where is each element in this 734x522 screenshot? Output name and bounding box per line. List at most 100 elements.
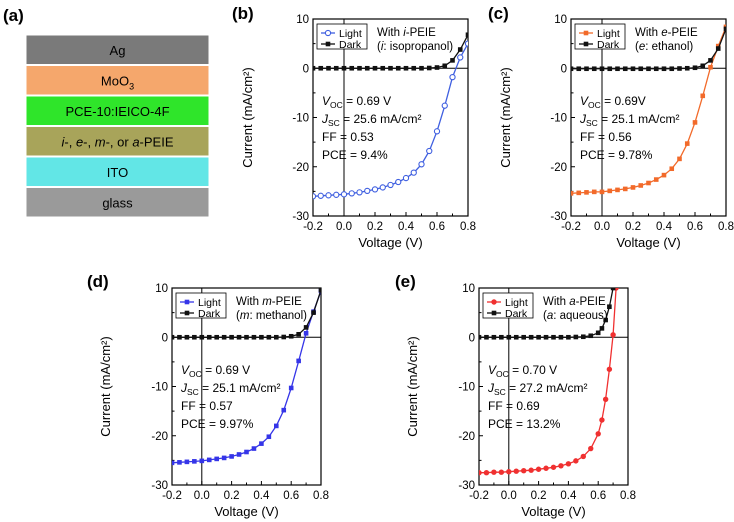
point-c-dark-13 bbox=[669, 66, 675, 72]
point-b-dark-3 bbox=[333, 65, 339, 71]
x-tick-label-e-1: 0.0 bbox=[501, 490, 517, 502]
x-tick-label-b-5: 0.8 bbox=[460, 221, 476, 233]
x-tick-label-d-3: 0.4 bbox=[253, 490, 270, 502]
point-b-dark-7 bbox=[364, 65, 370, 71]
metric-pce-d: PCE = 9.97% bbox=[181, 417, 254, 431]
point-c-dark-17 bbox=[700, 63, 706, 69]
point-c-light-17 bbox=[700, 93, 706, 99]
x-tick-label-b-0: -0.2 bbox=[303, 221, 323, 233]
x-tick-label-b-2: 0.2 bbox=[367, 221, 383, 233]
point-c-dark-1 bbox=[576, 66, 582, 72]
y-tick-label-e-3: 0 bbox=[469, 332, 475, 344]
point-e-dark-16 bbox=[595, 330, 601, 336]
point-e-light-4 bbox=[506, 469, 512, 475]
legend-marker-d-0 bbox=[184, 299, 190, 305]
point-b-light-14 bbox=[418, 161, 425, 168]
point-c-dark-3 bbox=[591, 66, 597, 72]
point-e-light-8 bbox=[535, 466, 542, 472]
x-tick-label-b-1: 0.0 bbox=[336, 221, 352, 233]
point-c-light-1 bbox=[576, 190, 582, 196]
panel-label-a: (a) bbox=[3, 6, 24, 25]
legend-marker-e-0 bbox=[491, 299, 497, 305]
y-tick-label-d-1: -20 bbox=[151, 431, 168, 443]
metric-ff-d: FF = 0.57 bbox=[181, 399, 233, 413]
stack-layer-5 bbox=[25, 187, 210, 218]
point-d-light-15 bbox=[281, 407, 287, 413]
point-e-light-1 bbox=[483, 469, 490, 476]
y-tick-label-e-0: -30 bbox=[458, 480, 475, 492]
point-c-dark-19 bbox=[715, 46, 721, 51]
stack-layer-label-4: ITO bbox=[107, 165, 128, 180]
point-e-dark-7 bbox=[528, 334, 534, 340]
x-tick-label-d-0: -0.2 bbox=[162, 490, 182, 502]
series-line-e-light bbox=[479, 288, 617, 474]
metric-jsc-c: JSC = 25.1 mA/cm² bbox=[579, 112, 680, 128]
point-c-dark-5 bbox=[607, 66, 613, 72]
legend-marker-e-1 bbox=[491, 310, 497, 316]
point-d-light-18 bbox=[303, 331, 309, 336]
stack-layer-4 bbox=[25, 156, 210, 187]
point-b-dark-0 bbox=[313, 65, 316, 71]
point-d-light-2 bbox=[184, 459, 190, 465]
x-axis-label-d: Voltage (V) bbox=[214, 504, 278, 519]
point-b-dark-2 bbox=[326, 65, 331, 71]
x-tick-label-e-3: 0.4 bbox=[560, 490, 577, 502]
point-c-light-19 bbox=[715, 43, 721, 49]
x-tick-label-d-4: 0.6 bbox=[283, 490, 299, 502]
point-b-light-6 bbox=[356, 189, 363, 196]
point-b-dark-19 bbox=[457, 47, 463, 52]
x-tick-label-b-3: 0.4 bbox=[398, 221, 415, 233]
point-c-light-15 bbox=[684, 141, 690, 146]
stack-layer-label-5: glass bbox=[102, 195, 133, 210]
legend-marker-c-0 bbox=[583, 30, 589, 36]
point-d-dark-3 bbox=[192, 334, 197, 340]
point-c-light-18 bbox=[708, 64, 713, 70]
point-d-dark-10 bbox=[244, 334, 249, 340]
point-e-dark-2 bbox=[491, 334, 497, 340]
point-c-light-12 bbox=[661, 172, 667, 178]
point-d-light-10 bbox=[244, 449, 249, 455]
point-d-light-7 bbox=[221, 455, 227, 461]
x-axis-label-e: Voltage (V) bbox=[521, 504, 585, 519]
point-d-light-4 bbox=[199, 458, 205, 464]
y-tick-label-b-1: -20 bbox=[292, 162, 309, 174]
point-d-dark-6 bbox=[214, 334, 219, 340]
point-e-light-5 bbox=[513, 468, 519, 474]
point-b-dark-20 bbox=[465, 32, 468, 38]
point-d-dark-2 bbox=[184, 334, 190, 340]
point-d-light-6 bbox=[214, 456, 219, 462]
point-e-light-10 bbox=[550, 464, 557, 470]
x-tick-label-e-5: 0.8 bbox=[620, 490, 636, 502]
point-e-light-20 bbox=[610, 332, 616, 338]
y-tick-label-e-4: 10 bbox=[462, 283, 475, 295]
y-tick-label-d-0: -30 bbox=[151, 480, 168, 492]
y-tick-label-c-2: -10 bbox=[550, 113, 567, 125]
legend-marker-b-0 bbox=[324, 29, 332, 37]
point-e-dark-12 bbox=[566, 334, 571, 340]
point-e-light-2 bbox=[491, 469, 497, 475]
x-tick-label-d-1: 0.0 bbox=[194, 490, 210, 502]
stack-layer-3 bbox=[25, 126, 210, 157]
point-e-dark-1 bbox=[484, 334, 489, 340]
point-e-dark-20 bbox=[610, 288, 616, 291]
point-b-light-5 bbox=[348, 190, 355, 197]
point-d-dark-15 bbox=[281, 334, 287, 340]
point-b-light-19 bbox=[457, 54, 464, 61]
panel-label-c: (c) bbox=[488, 4, 509, 23]
y-tick-label-b-2: -10 bbox=[292, 113, 309, 125]
point-d-light-0 bbox=[172, 460, 175, 466]
point-e-dark-0 bbox=[479, 334, 482, 340]
point-b-dark-1 bbox=[318, 65, 324, 71]
point-d-dark-13 bbox=[266, 334, 272, 340]
point-d-light-5 bbox=[206, 457, 212, 463]
point-e-dark-19 bbox=[607, 304, 612, 310]
point-b-dark-15 bbox=[426, 65, 432, 71]
stack-layer-label-3: i-, e-, m-, or a-PEIE bbox=[61, 134, 173, 149]
point-e-dark-8 bbox=[536, 334, 541, 340]
point-e-light-18 bbox=[602, 396, 609, 403]
stack-layer-1 bbox=[25, 65, 210, 96]
legend-label-e-0: Light bbox=[505, 297, 528, 309]
point-c-dark-10 bbox=[646, 66, 651, 72]
legend-marker-c-1 bbox=[583, 41, 589, 47]
point-b-light-15 bbox=[426, 147, 433, 155]
